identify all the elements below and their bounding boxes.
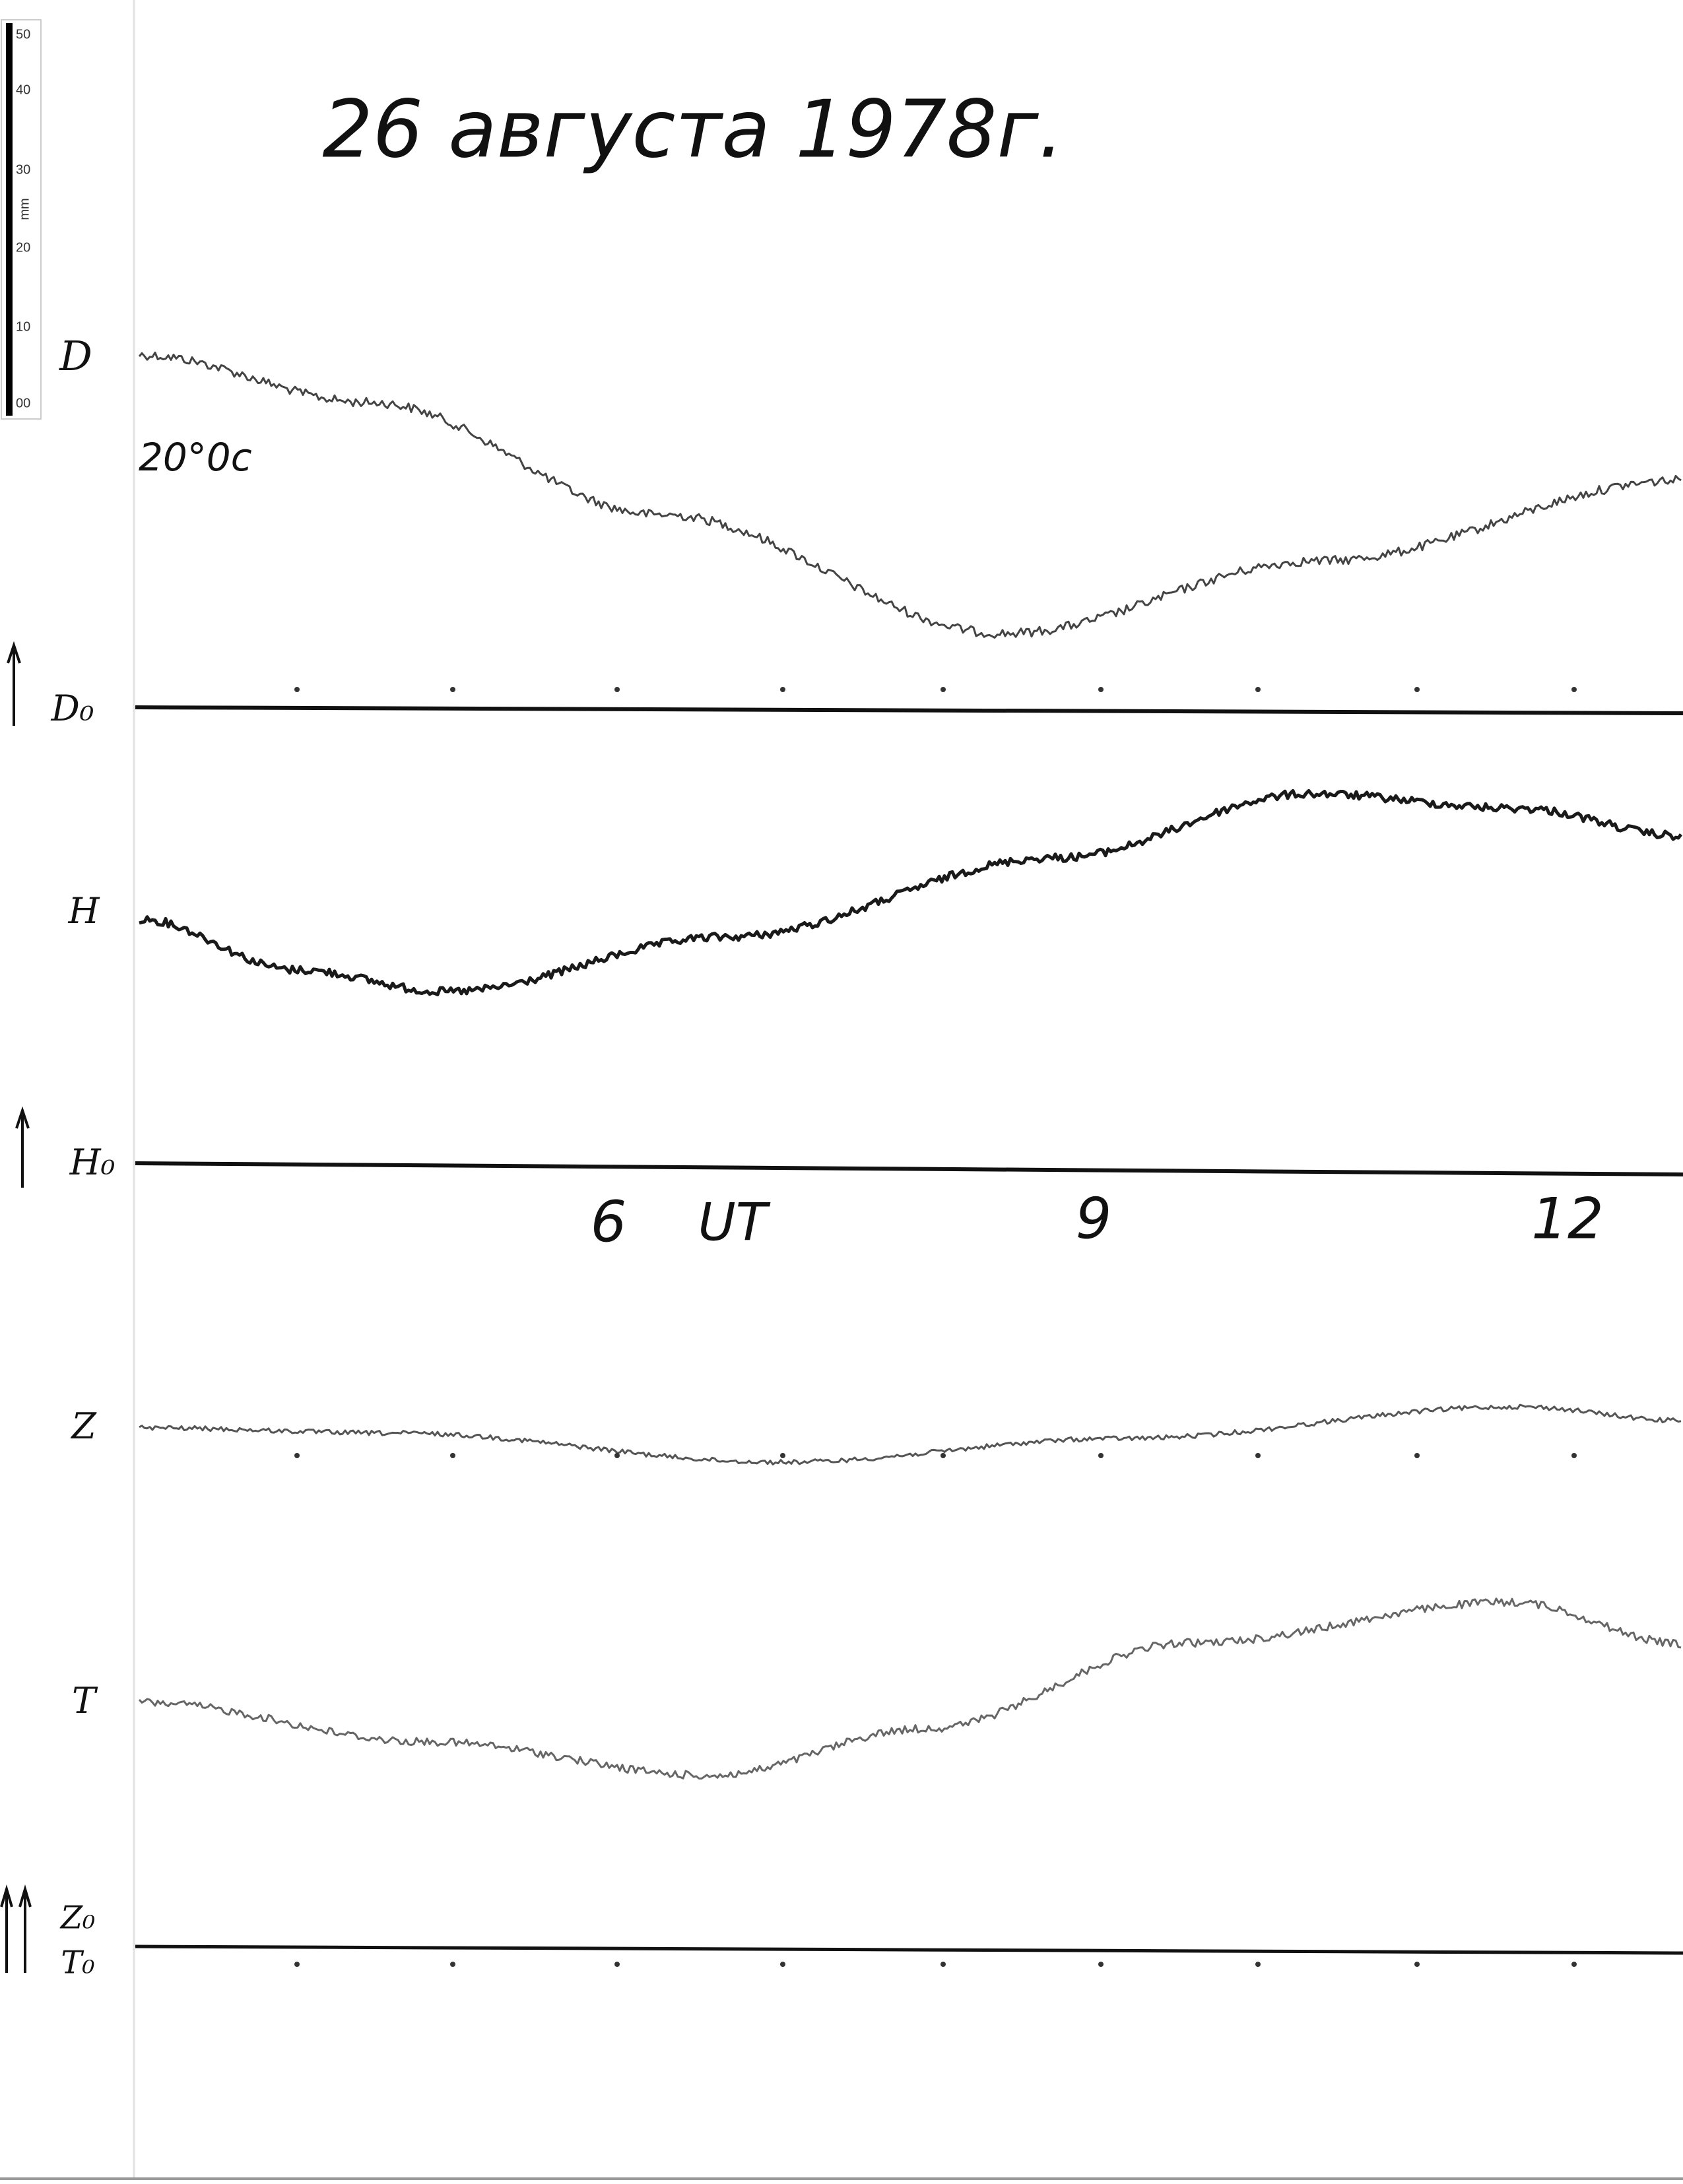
arrow [0, 1884, 13, 1973]
hour-dot [1255, 687, 1261, 692]
hour-dot [940, 687, 946, 692]
baseline [135, 1944, 1683, 1955]
hour-dot [294, 687, 300, 692]
ruler-label: 10 [16, 319, 30, 334]
trace-label: H [67, 890, 100, 932]
hour-dot [780, 1962, 785, 1967]
hour-dot [614, 687, 620, 692]
baseline-label: H₀ [69, 1141, 116, 1183]
time-label: 6 [591, 1189, 627, 1255]
trace [139, 788, 1683, 996]
time-label: 12 [1531, 1186, 1603, 1252]
hour-dot [780, 1453, 785, 1458]
ruler-label: 00 [16, 396, 30, 410]
arrow [18, 1884, 32, 1973]
trace-note: 20°0c [139, 435, 252, 480]
arrow [15, 1106, 30, 1188]
trace [139, 1403, 1682, 1465]
time-label: 9 [1076, 1186, 1112, 1252]
hour-dot [1571, 1962, 1577, 1967]
hour-dot [780, 687, 785, 692]
hour-dot [1571, 687, 1577, 692]
ruler-labels: 50 40 30 20 10 00 [16, 27, 30, 410]
traces [138, 351, 1683, 1780]
hour-dot [450, 1962, 455, 1967]
hour-dot [1414, 1962, 1420, 1967]
ruler-label: 20 [16, 240, 30, 255]
trace [138, 351, 1682, 639]
trace [138, 1597, 1682, 1780]
hour-dot [614, 1962, 620, 1967]
title: 26 августа 1978г. [322, 84, 1063, 176]
baseline-label: D₀ [51, 688, 94, 729]
hour-marks [294, 687, 1577, 1967]
arrow [7, 641, 21, 726]
baseline-label: Z₀ [59, 1900, 96, 1937]
arrows [0, 641, 32, 1973]
ruler-label: 30 [16, 162, 30, 177]
ruler-label: 40 [16, 82, 30, 97]
hour-dot [294, 1453, 300, 1458]
hour-dot [450, 687, 455, 692]
trace-label: T [72, 1680, 98, 1721]
baseline [135, 1161, 1683, 1176]
hour-dot [1255, 1962, 1261, 1967]
trace-label: Z [70, 1405, 97, 1447]
ruler-label: 50 [16, 27, 30, 42]
hour-dot [450, 1453, 455, 1458]
hour-dot [1414, 687, 1420, 692]
ruler-unit: mm [17, 198, 32, 220]
baseline-label: T₀ [61, 1944, 94, 1981]
trace-label: D [59, 332, 92, 380]
hour-dot [1414, 1453, 1420, 1458]
hour-dot [614, 1453, 620, 1458]
baseline [135, 705, 1683, 715]
hour-dot [1098, 1962, 1104, 1967]
hour-dot [1571, 1453, 1577, 1458]
hour-dot [940, 1453, 946, 1458]
hour-dot [940, 1962, 946, 1967]
hour-dot [294, 1962, 300, 1967]
time-label: UT [698, 1193, 771, 1252]
hour-dot [1255, 1453, 1261, 1458]
hour-dot [1098, 687, 1104, 692]
hour-dot [1098, 1453, 1104, 1458]
